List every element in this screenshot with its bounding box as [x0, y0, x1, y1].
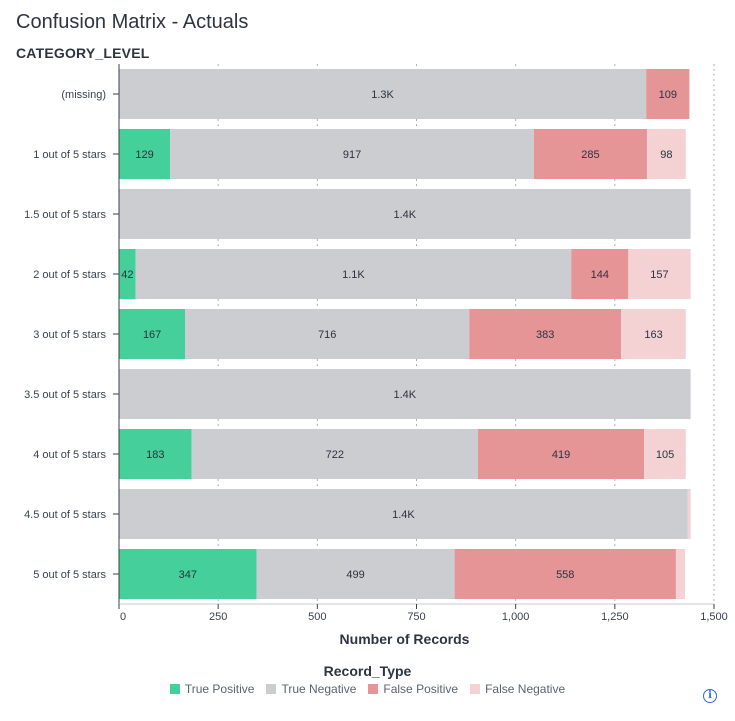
legend-swatch	[169, 684, 180, 694]
data-label: 1.1K	[342, 269, 365, 281]
x-tick-label: 500	[308, 611, 326, 623]
y-tick-label: (missing)	[61, 89, 106, 101]
data-label: 157	[650, 269, 668, 281]
data-label: 917	[343, 149, 361, 161]
bar-segment	[571, 249, 629, 299]
stacked-bar-chart: 1.3K 109 (missing) 129 917 285 98 1 out of 5 st…	[24, 64, 728, 647]
y-tick-label: 4 out of 5 stars	[33, 449, 106, 461]
bar-segment	[119, 489, 688, 539]
bar-segment	[621, 309, 686, 359]
data-label: 144	[591, 269, 609, 281]
bar-segment	[119, 429, 192, 479]
bar-segment	[119, 369, 691, 419]
bar-segment	[454, 549, 676, 599]
y-tick-label: 1.5 out of 5 stars	[24, 209, 106, 221]
x-axis-title: Number of Records	[340, 631, 470, 647]
bar-segment	[119, 69, 647, 119]
x-tick-label: 1,000	[502, 611, 530, 623]
data-label: 183	[146, 449, 164, 461]
info-icon[interactable]: i	[703, 689, 717, 703]
bar-segment	[119, 309, 186, 359]
bar-segment	[469, 309, 622, 359]
data-label: 383	[536, 329, 554, 341]
legend-item-false-positive[interactable]: False Positive	[368, 682, 458, 696]
bar-segment	[675, 549, 686, 599]
x-tick-label: 750	[407, 611, 425, 623]
legend-label: True Negative	[281, 682, 357, 696]
data-label: 419	[552, 449, 570, 461]
bar-segment	[119, 549, 257, 599]
data-label: 129	[135, 149, 153, 161]
y-tick-label: 1 out of 5 stars	[33, 149, 106, 161]
data-label: 347	[179, 569, 197, 581]
data-label: 105	[656, 449, 674, 461]
data-label: 1.4K	[393, 209, 416, 221]
legend-swatch	[470, 684, 481, 694]
bar-segment	[119, 249, 136, 299]
data-label: 716	[318, 329, 336, 341]
bar-segment	[119, 189, 691, 239]
bar-segment	[646, 69, 690, 119]
bar-segment	[191, 429, 478, 479]
legend: True Positive True Negative False Positi…	[0, 682, 735, 696]
data-label: 109	[659, 89, 677, 101]
x-tick-label: 250	[209, 611, 227, 623]
data-label: 499	[346, 569, 364, 581]
y-tick-label: 3.5 out of 5 stars	[24, 389, 106, 401]
bar-segment	[687, 489, 691, 539]
data-label: 167	[143, 329, 161, 341]
data-label: 722	[326, 449, 344, 461]
bar-segment	[477, 429, 645, 479]
legend-swatch	[266, 684, 277, 694]
bar-segment	[628, 249, 691, 299]
legend-item-false-negative[interactable]: False Negative	[470, 682, 565, 696]
data-label: 285	[581, 149, 599, 161]
y-tick-label: 4.5 out of 5 stars	[24, 509, 106, 521]
legend-title: Record_Type	[323, 663, 412, 679]
bar-segment	[135, 249, 572, 299]
data-label: 558	[556, 569, 574, 581]
bar-segment	[119, 129, 171, 179]
data-label: 1.4K	[393, 389, 416, 401]
data-label: 98	[660, 149, 672, 161]
y-axis-title: CATEGORY_LEVEL	[16, 45, 150, 61]
bar-segment	[170, 129, 534, 179]
x-tick-label: 1,500	[700, 611, 728, 623]
bar-segment	[644, 429, 686, 479]
data-label: 1.3K	[371, 89, 394, 101]
x-tick-label: 1,250	[601, 611, 629, 623]
legend-label: True Positive	[184, 682, 255, 696]
data-label: 42	[121, 269, 133, 281]
legend-label: False Positive	[383, 682, 459, 696]
legend-item-true-negative[interactable]: True Negative	[266, 682, 356, 696]
chart-title: Confusion Matrix - Actuals	[16, 11, 249, 33]
x-tick-label: 0	[120, 611, 126, 623]
bar-segment	[185, 309, 470, 359]
legend-item-true-positive[interactable]: True Positive	[169, 682, 255, 696]
data-label: 1.4K	[392, 509, 415, 521]
legend-swatch	[368, 684, 379, 694]
y-tick-label: 5 out of 5 stars	[33, 569, 106, 581]
bar-segment	[646, 129, 686, 179]
legend-label: False Negative	[485, 682, 566, 696]
y-tick-label: 2 out of 5 stars	[33, 269, 106, 281]
bar-segment	[256, 549, 455, 599]
bar-segment	[533, 129, 647, 179]
data-label: 163	[644, 329, 662, 341]
y-tick-label: 3 out of 5 stars	[33, 329, 106, 341]
